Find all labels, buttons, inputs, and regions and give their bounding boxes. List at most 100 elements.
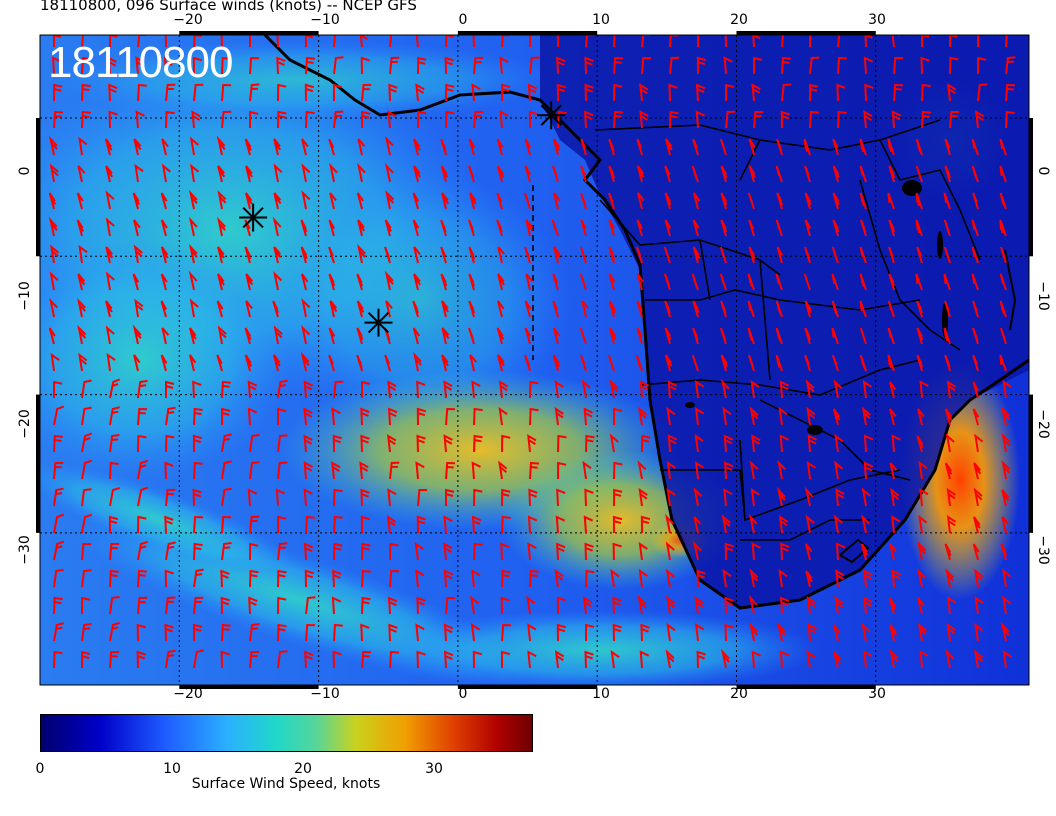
wind-barb [77, 297, 86, 318]
wind-barb [473, 110, 484, 129]
wind-barb [949, 111, 960, 129]
wind-barb [890, 487, 900, 507]
wind-barb [221, 110, 232, 129]
wind-barb [301, 324, 311, 345]
wind-barb [357, 162, 366, 183]
wind-barb [49, 163, 59, 183]
wind-barb [361, 542, 371, 561]
wind-barb [360, 488, 370, 507]
wind-barb [636, 219, 643, 237]
wind-barb [188, 189, 198, 210]
wind-barb [919, 488, 929, 507]
frame-bar [179, 31, 319, 35]
wind-barb [440, 165, 449, 183]
wind-barb [356, 192, 364, 210]
wind-barb [944, 543, 952, 561]
wind-barb [753, 111, 764, 129]
wind-barb [781, 35, 785, 48]
wind-barb [385, 135, 394, 156]
wind-barb [165, 649, 176, 669]
wind-barb [81, 650, 91, 668]
wind-barb [887, 138, 895, 156]
wind-barb [109, 434, 120, 453]
wind-barb [1001, 460, 1011, 480]
wind-barb [360, 515, 371, 534]
wind-barb [776, 486, 786, 507]
wind-barb [81, 432, 93, 453]
wind-barb [610, 649, 620, 669]
wind-barb [776, 621, 786, 642]
wind-barb [249, 433, 260, 453]
wind-barb [133, 219, 141, 237]
wind-barb [81, 488, 92, 507]
wind-barb [581, 300, 589, 318]
wind-barb [53, 461, 64, 480]
wind-barb [613, 110, 623, 129]
wind-barb [639, 380, 650, 399]
wind-barb [445, 110, 455, 129]
wind-barb [193, 407, 203, 426]
wind-barb [724, 35, 727, 48]
wind-barb [189, 354, 197, 372]
wind-barb [357, 243, 366, 264]
wind-barb [165, 434, 175, 453]
wind-barb [859, 165, 867, 183]
wind-barb [915, 219, 923, 237]
wind-barb [722, 568, 732, 588]
wind-barb [665, 513, 674, 534]
wind-barb [415, 569, 425, 588]
wind-barb [247, 488, 258, 507]
wind-barb [669, 56, 680, 75]
wind-barb [416, 407, 427, 426]
wind-barb [696, 569, 706, 588]
top-tick-lon-m10: −10 [310, 12, 340, 28]
wind-barb [527, 515, 538, 534]
wind-barb [664, 219, 672, 237]
wind-barb [133, 354, 141, 372]
wind-barb [888, 273, 896, 291]
wind-barb [249, 83, 260, 102]
wind-barb [946, 83, 957, 102]
wind-barb [360, 56, 370, 75]
wind-barb [635, 246, 643, 264]
frame-bar [736, 685, 876, 689]
wind-barb [864, 83, 874, 102]
wind-barb [945, 433, 955, 453]
wind-barb [108, 515, 119, 534]
wind-barb [248, 596, 258, 615]
wind-barb [440, 246, 447, 264]
wind-barb [612, 542, 622, 561]
wind-barb [554, 379, 564, 399]
wind-barb [974, 595, 984, 615]
wind-barb [445, 407, 456, 426]
wind-barb [277, 515, 287, 534]
wind-barb [891, 110, 902, 129]
wind-barb [893, 56, 904, 75]
wind-barb [328, 138, 335, 156]
wind-barb [999, 219, 1007, 237]
wind-barb [917, 597, 925, 615]
wind-barb [944, 354, 951, 372]
wind-barb [137, 83, 147, 102]
wind-barb [48, 135, 58, 156]
wind-barb [496, 138, 504, 156]
wind-barb [972, 408, 980, 426]
wind-barb [165, 110, 175, 129]
wind-barb [137, 434, 147, 453]
wind-barb [835, 569, 845, 588]
wind-barb [775, 219, 783, 237]
bottom-tick-lon-m10: −10 [310, 686, 340, 702]
wind-barb [524, 327, 532, 345]
top-tick-lon-20: 20 [730, 12, 748, 28]
wind-barb [999, 246, 1007, 264]
wind-barb [916, 435, 924, 453]
wind-barb [53, 405, 65, 426]
wind-barb [301, 298, 311, 318]
wind-barb [244, 246, 252, 264]
wind-barb [471, 461, 481, 480]
wind-barb [804, 192, 812, 210]
wind-barb [888, 219, 896, 237]
wind-barb [694, 407, 705, 426]
wind-barb [468, 327, 475, 345]
wind-barb [471, 380, 481, 399]
